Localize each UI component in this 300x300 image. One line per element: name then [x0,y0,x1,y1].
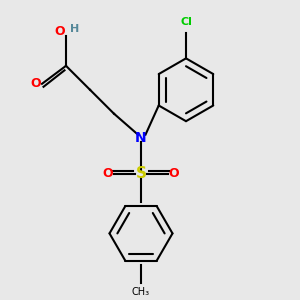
Text: CH₃: CH₃ [132,287,150,297]
Text: Cl: Cl [180,17,192,27]
Text: O: O [55,25,65,38]
Text: O: O [31,77,41,90]
Text: N: N [135,131,147,145]
Text: S: S [136,166,146,181]
Text: O: O [169,167,179,180]
Text: H: H [70,24,80,34]
Text: O: O [103,167,113,180]
